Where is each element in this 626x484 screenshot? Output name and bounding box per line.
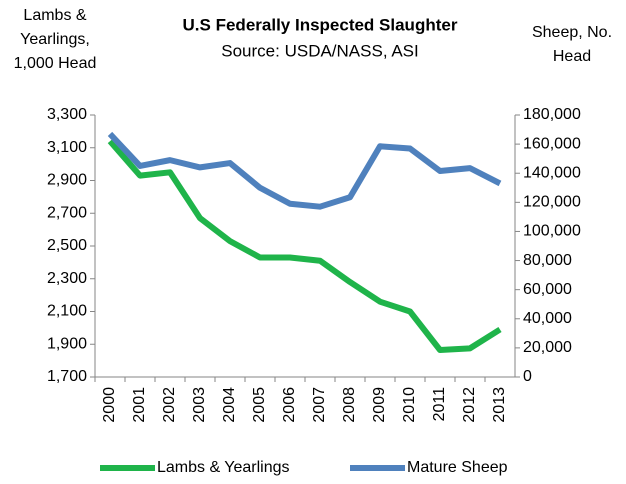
y2-tick-label: 60,000: [523, 281, 572, 298]
y2-tick-label: 0: [523, 368, 532, 385]
x-tick-label: 2013: [491, 387, 508, 423]
y-axis-label: 1,000 Head: [14, 55, 97, 72]
x-tick-label: 2011: [431, 387, 448, 422]
x-tick-label: 2003: [191, 387, 208, 423]
x-tick-label: 2005: [251, 387, 268, 423]
x-tick-label: 2001: [131, 387, 148, 423]
y-axis-label: Yearlings,: [20, 31, 90, 48]
x-tick-label: 2012: [461, 387, 478, 423]
y-tick-label: 2,500: [47, 237, 87, 254]
x-tick-label: 2006: [281, 387, 298, 423]
y2-tick-label: 180,000: [523, 106, 581, 123]
legend-label: Mature Sheep: [407, 459, 508, 476]
y2-axis-label: Sheep, No.: [532, 24, 612, 41]
y2-tick-label: 160,000: [523, 135, 581, 152]
y2-tick-label: 140,000: [523, 164, 581, 181]
y2-tick-label: 80,000: [523, 252, 572, 269]
y-tick-label: 1,700: [47, 368, 87, 385]
y-tick-label: 3,100: [47, 139, 87, 156]
x-tick-label: 2009: [371, 387, 388, 423]
y-tick-label: 2,900: [47, 172, 87, 189]
y2-tick-label: 20,000: [523, 339, 572, 356]
legend-label: Lambs & Yearlings: [157, 459, 290, 476]
y-tick-label: 1,900: [47, 335, 87, 352]
series-line: [107, 139, 502, 353]
chart-subtitle: Source: USDA/NASS, ASI: [221, 41, 418, 60]
y-axis-label: Lambs &: [23, 7, 86, 24]
y2-tick-label: 40,000: [523, 310, 572, 327]
y2-axis-label: Head: [553, 48, 591, 65]
x-tick-label: 2010: [401, 387, 418, 423]
y-tick-label: 2,100: [47, 303, 87, 320]
x-tick-label: 2004: [221, 387, 238, 423]
x-tick-label: 2002: [161, 387, 178, 423]
series-line: [107, 131, 502, 210]
x-tick-label: 2007: [311, 387, 328, 423]
y-tick-label: 2,700: [47, 204, 87, 221]
y2-tick-label: 120,000: [523, 194, 581, 211]
x-tick-label: 2008: [341, 387, 358, 423]
y-tick-label: 3,300: [47, 106, 87, 123]
x-tick-label: 2000: [101, 387, 118, 423]
y2-tick-label: 100,000: [523, 223, 581, 240]
chart-title: U.S Federally Inspected Slaughter: [183, 15, 458, 34]
y-tick-label: 2,300: [47, 270, 87, 287]
